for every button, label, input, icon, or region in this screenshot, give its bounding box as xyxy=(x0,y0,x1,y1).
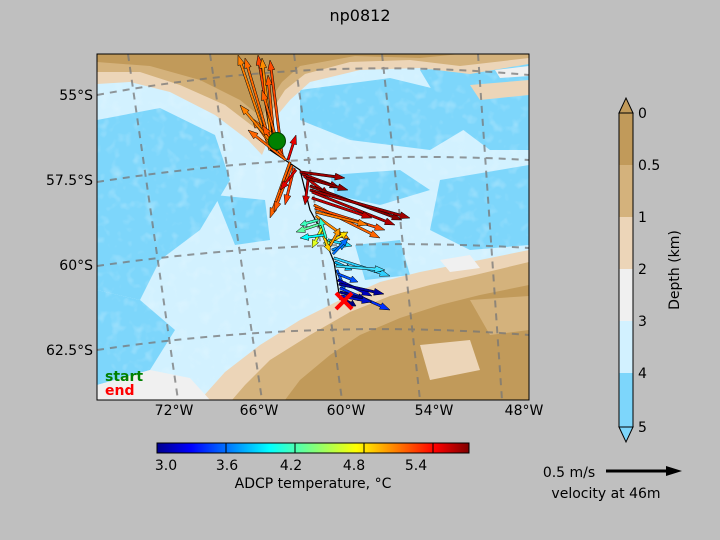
velocity-arrow xyxy=(315,210,369,227)
lat-label: 60°S xyxy=(59,258,93,274)
temperature-colorbar: 3.0 3.6 4.2 4.8 5.4 ADCP temperature, °C xyxy=(155,442,470,492)
temp-tick: 3.0 xyxy=(155,458,177,474)
lon-label: 48°W xyxy=(505,403,544,419)
lon-label: 72°W xyxy=(155,403,194,419)
lon-label: 54°W xyxy=(415,403,454,419)
start-marker xyxy=(268,132,286,150)
lat-label: 57.5°S xyxy=(46,173,93,189)
velocity-arrow xyxy=(247,129,288,162)
velocity-arrow xyxy=(335,264,386,274)
scale-depth-label: velocity at 46m xyxy=(551,486,660,502)
velocity-arrow xyxy=(279,168,298,191)
depth-tick: 2 xyxy=(638,262,647,278)
velocity-arrow xyxy=(302,179,310,206)
velocity-arrow xyxy=(309,188,411,219)
velocity-arrow xyxy=(299,218,319,227)
map-frame xyxy=(96,53,530,401)
end-legend: end xyxy=(105,383,134,399)
depth-colorbar: 0 0.5 1 2 3 4 5 Depth (km) xyxy=(618,96,683,444)
velocity-arrows xyxy=(237,54,411,311)
lon-labels: 72°W 66°W 60°W 54°W 48°W xyxy=(155,403,544,419)
velocity-arrow xyxy=(305,176,349,191)
temp-tick: 4.8 xyxy=(343,458,365,474)
lat-labels: 55°S 57.5°S 60°S 62.5°S xyxy=(46,88,93,359)
temp-colorbar-label: ADCP temperature, °C xyxy=(235,476,392,492)
velocity-arrow xyxy=(273,164,294,213)
velocity-arrow xyxy=(331,237,349,256)
depth-tick: 5 xyxy=(638,420,647,436)
graticule xyxy=(97,54,529,400)
velocity-arrow xyxy=(338,282,385,296)
scale-speed-label: 0.5 m/s xyxy=(543,465,595,481)
depth-tick: 0 xyxy=(638,106,647,122)
bathymetry xyxy=(97,54,529,400)
temp-tick: 4.2 xyxy=(280,458,302,474)
depth-tick: 3 xyxy=(638,314,647,330)
velocity-arrow xyxy=(311,196,373,219)
velocity-arrow xyxy=(318,217,328,239)
velocity-arrow xyxy=(299,170,346,181)
velocity-scale: 0.5 m/s velocity at 46m xyxy=(543,465,682,502)
start-legend: start xyxy=(105,369,143,385)
temp-tick: 3.6 xyxy=(216,458,238,474)
depth-tick: 4 xyxy=(638,366,647,382)
lat-label: 62.5°S xyxy=(46,343,93,359)
velocity-arrow xyxy=(311,190,396,226)
velocity-arrow xyxy=(295,222,321,233)
velocity-arrow xyxy=(286,134,297,161)
end-marker xyxy=(334,291,354,311)
map-panel: 55°S 57.5°S 60°S 62.5°S 72°W 66°W 60°W 5… xyxy=(46,53,544,419)
lon-label: 66°W xyxy=(240,403,279,419)
lon-label: 60°W xyxy=(327,403,366,419)
scale-arrowhead xyxy=(666,466,682,476)
velocity-arrow xyxy=(299,233,325,241)
depth-tick: 1 xyxy=(638,210,647,226)
depth-tick: 0.5 xyxy=(638,158,660,174)
velocity-arrow xyxy=(311,227,324,249)
depth-colorbar-label: Depth (km) xyxy=(667,230,683,310)
figure-title: np0812 xyxy=(329,6,390,25)
lat-label: 55°S xyxy=(59,88,93,104)
temp-tick: 5.4 xyxy=(405,458,427,474)
velocity-arrow xyxy=(328,227,341,247)
velocity-arrow xyxy=(337,272,359,283)
